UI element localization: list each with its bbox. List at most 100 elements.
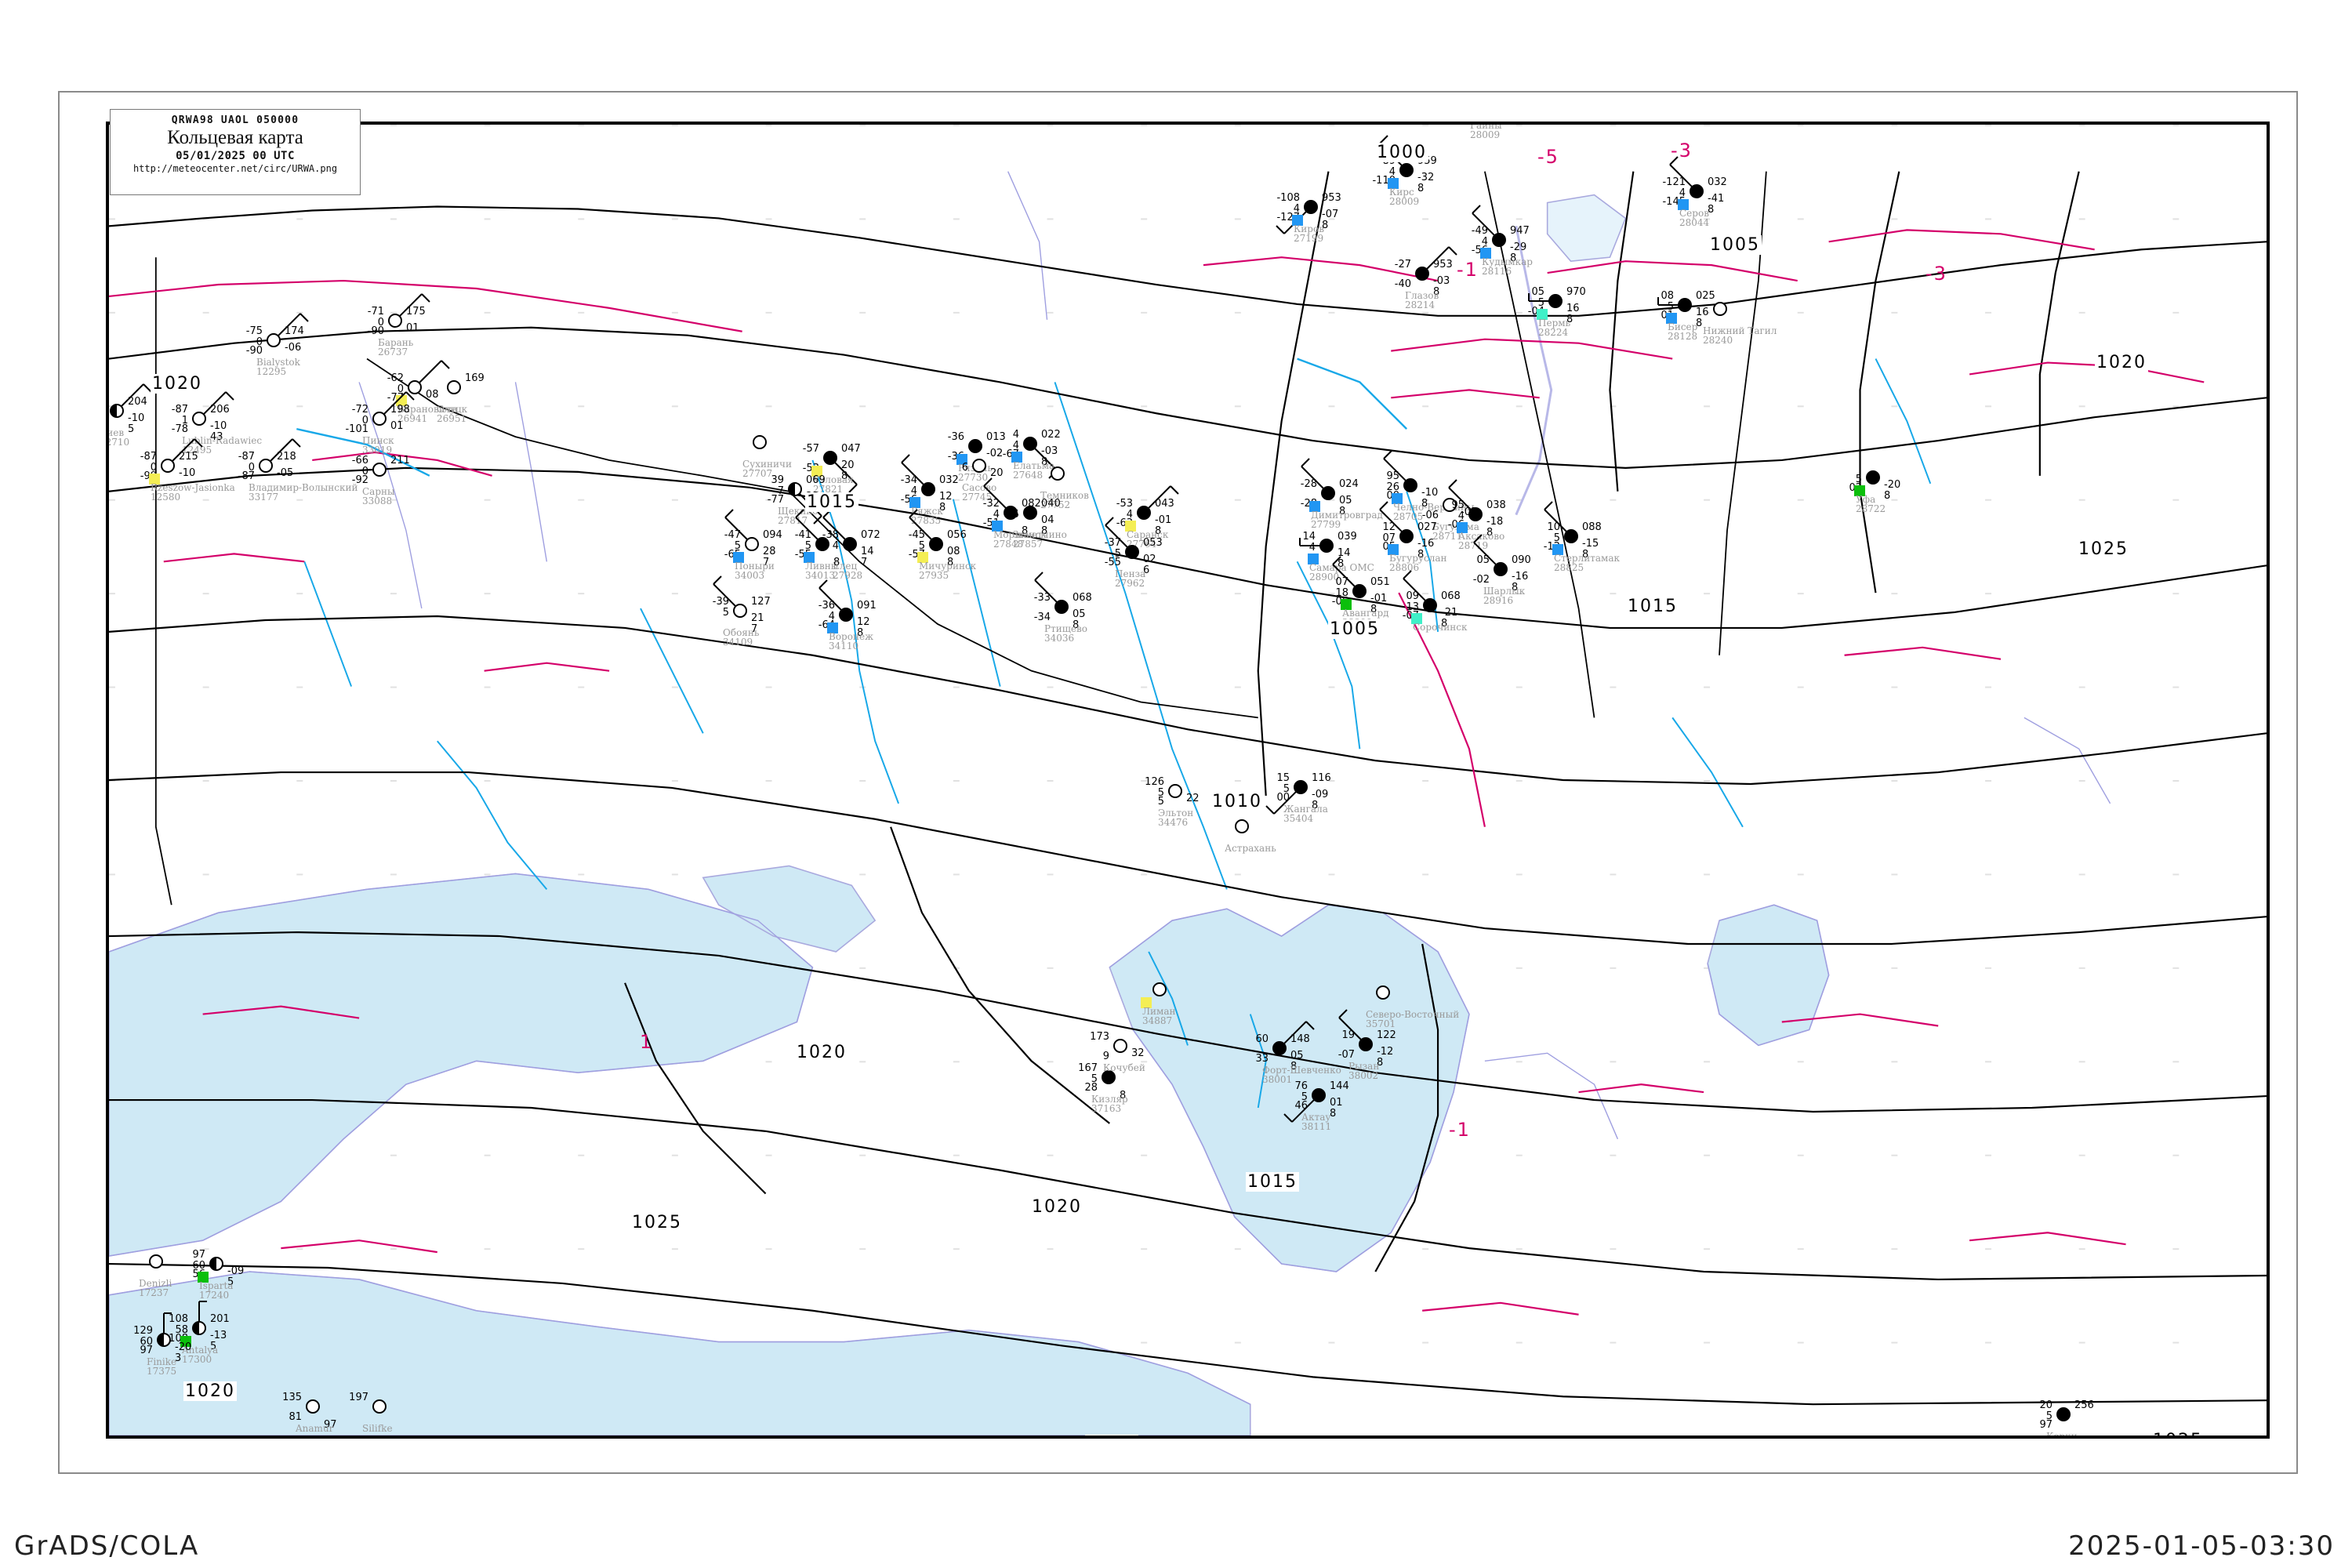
past-weather-marker [180,1336,191,1347]
pressure-tendency: 01 [406,322,419,334]
low-cloud: 8 [1120,1090,1127,1102]
visibility: 58 [175,1324,188,1336]
pressure: 069 [806,474,826,486]
station-label: Бисер 28128 [1668,321,1698,342]
cloud-cover-symbol [1312,1088,1326,1102]
cloud-cover-symbol [388,314,402,328]
low-cloud: 8 [1377,1057,1384,1069]
visibility: 4 [1481,236,1488,248]
dewpoint: -92 [351,474,368,486]
pressure-tendency: 28 [763,546,776,557]
temperature: 08 [1661,290,1674,302]
pressure-tendency: -10 [179,467,196,479]
visibility: 07 [1382,532,1396,544]
pressure: 198 [390,404,410,416]
low-cloud: 8 [833,557,840,568]
station-label: Владимир-Волынский 33177 [249,482,358,503]
dewpoint: -77 [767,494,784,506]
pressure: 204 [128,396,147,408]
visibility: 5 [1114,548,1121,560]
low-cloud: 8 [1041,456,1048,468]
cloud-cover-symbol [1443,498,1457,512]
synoptic-map[interactable]: 1000 1005 1020 1015 1005 1015 1025 1020 1010 1020… [106,122,2270,1439]
past-weather-marker [956,454,967,465]
isobar-label: 1015 [1626,597,1679,616]
pressure: 122 [1377,1029,1396,1041]
past-weather-marker [1388,178,1399,189]
temperature: 19 [1341,1029,1355,1041]
isobar-label: 1005 [1328,619,1381,639]
visibility: 5 [1012,509,1019,521]
visibility: 4 [1012,440,1019,452]
cloud-cover-symbol [1690,184,1704,198]
isobar-label: 1025 [2151,1431,2205,1436]
pressure: 116 [1312,772,1331,784]
isallobar-label: -1 [1449,1119,1471,1141]
low-cloud: 8 [857,627,864,639]
temperature: -36 [947,431,964,443]
cloud-cover-symbol [161,459,175,473]
pressure-tendency: -07 [1322,209,1339,220]
station-label: Сухиничи 27707 [742,459,792,479]
temperature: -75 [245,325,263,337]
station-label: Эльтон 34476 [1158,808,1194,828]
isobar-label: 1010 [1210,792,1264,811]
low-cloud: 8 [1708,204,1715,216]
past-weather-marker [1411,613,1422,624]
cloud-cover-symbol [209,1257,223,1271]
past-weather-marker [909,497,920,508]
past-weather-marker [1308,554,1319,564]
dewpoint: -90 [245,345,263,357]
station-label: Елатьма 27648 [1013,460,1055,481]
cloud-cover-symbol [843,537,857,551]
station-label: Форт-Шевченко 38001 [1262,1065,1341,1085]
past-weather-marker [1666,313,1677,324]
pressure: 218 [277,451,296,463]
station-label: Северо-Восточный 35701 [1366,1009,1460,1029]
low-cloud: 8 [1512,582,1519,593]
dewpoint: -55 [1104,557,1121,568]
low-cloud: 8 [1582,549,1589,561]
cloud-cover-symbol [110,404,124,418]
visibility: 4 [1388,166,1396,178]
past-weather-marker [1537,309,1548,320]
isobar-label: 1020 [183,1381,237,1401]
isallobars-magenta [109,229,2205,1316]
dewpoint: 46 [1294,1100,1308,1112]
temperature: 14 [1302,531,1316,543]
temperature: -87 [140,451,157,463]
pressure-tendency: 12 [939,491,953,503]
station-label: Denizli 17237 [139,1278,172,1298]
temperature: -108 [1276,192,1300,204]
pressure: 088 [1582,521,1602,533]
pressure: 032 [939,474,959,486]
station-label: Anamur [296,1423,334,1434]
station-label: Слуцк 26951 [437,404,468,424]
pressure: 169 [465,372,485,384]
temperature: 60 [1255,1033,1269,1045]
isobar-label: 1005 [1708,235,1762,255]
visibility: 4 [1457,510,1465,522]
pressure: 032 [1708,176,1727,188]
isallobar-label: -1 [1457,259,1479,281]
pressure: 201 [210,1313,230,1325]
visibility: 4 [1126,509,1133,521]
low-cloud: 8 [1433,286,1440,298]
isobar-label: 1020 [795,1043,848,1062]
visibility: 5 [1667,301,1674,313]
pressure: 174 [285,325,304,337]
cloud-cover-symbol [1468,507,1483,521]
visibility: 0 [397,383,404,395]
coastlines-rivers [109,171,2111,1405]
visibility: 6 [961,462,968,474]
dewpoint: -87 [238,470,255,482]
station-label: Bialystok 12295 [256,357,300,377]
cloud-cover-symbol [1319,539,1334,553]
low-cloud: 8 [1421,498,1428,510]
visibility: 0 [248,462,255,474]
dewpoint: -06 [1421,510,1439,521]
visibility: 0 [377,317,384,328]
cloud-cover-symbol [2056,1407,2071,1421]
cloud-cover-symbol [1866,470,1880,485]
station-label: Кудымкар 28116 [1482,256,1533,277]
